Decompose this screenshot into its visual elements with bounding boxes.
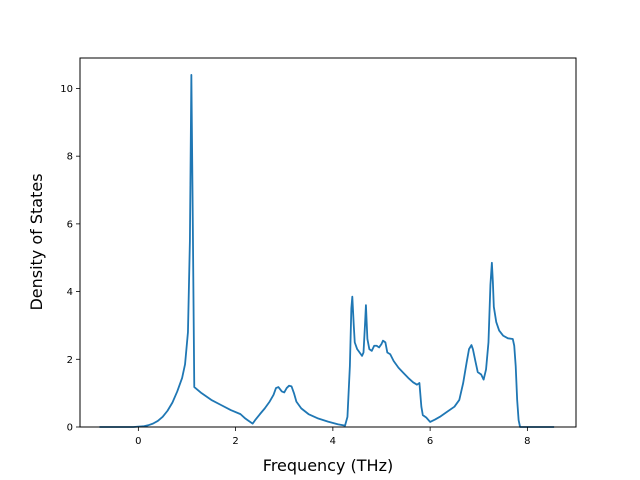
y-tick-label: 8 — [67, 152, 73, 163]
x-axis-ticks: 0 2 4 6 8 — [135, 427, 531, 447]
y-tick-label: 6 — [67, 219, 73, 230]
x-tick-label: 6 — [427, 436, 433, 447]
y-axis-label: Density of States — [27, 173, 46, 310]
line-layer — [99, 74, 555, 428]
axes-frame — [79, 57, 577, 428]
y-tick-label: 2 — [67, 355, 73, 366]
plot-area — [79, 57, 577, 428]
y-axis-ticks: 0 2 4 6 8 10 — [60, 84, 80, 434]
x-axis-label: Frequency (THz) — [263, 456, 393, 475]
y-tick-label: 10 — [60, 84, 73, 95]
y-tick-label: 4 — [67, 287, 73, 298]
x-tick-label: 0 — [135, 436, 141, 447]
x-tick-label: 4 — [330, 436, 336, 447]
x-tick-label: 8 — [524, 436, 530, 447]
dos-line-series-0 — [99, 74, 555, 428]
x-tick-label: 2 — [232, 436, 238, 447]
y-tick-label: 0 — [67, 423, 73, 434]
